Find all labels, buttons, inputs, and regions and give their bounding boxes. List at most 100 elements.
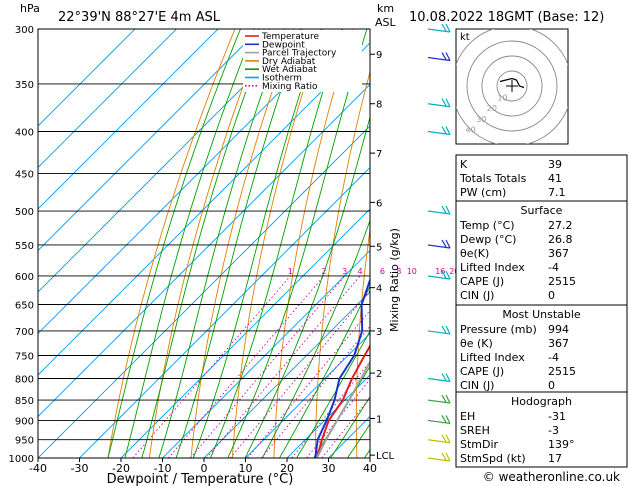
wet-adiabat-line (192, 29, 322, 458)
legend-label: Parcel Trajectory (262, 49, 337, 59)
wind-barb (427, 434, 451, 444)
index-label: StmDir (460, 438, 499, 451)
wet-adiabat-line (330, 395, 370, 458)
temperature-tick-label: -10 (154, 462, 172, 475)
mixing-ratio-line (168, 275, 325, 458)
legend-background (243, 30, 362, 92)
index-label: StmSpd (kt) (460, 452, 526, 465)
wet-adiabat-line (210, 29, 344, 458)
wind-barb-flag (441, 452, 447, 461)
hodograph-ring-label: 30 (476, 115, 486, 124)
x-axis-label: Dewpoint / Temperature (°C) (107, 472, 294, 486)
pressure-tick-label: 650 (15, 301, 34, 312)
wind-barb-flag (441, 126, 447, 134)
background-lines (38, 29, 370, 458)
wind-barb-flag (445, 373, 451, 382)
pressure-tick-label: 950 (15, 436, 34, 447)
hpa-unit-label: hPa (20, 2, 40, 15)
index-value: 17 (548, 452, 562, 465)
index-value: 367 (548, 247, 569, 260)
mixing-ratio-label: 20 (449, 267, 459, 276)
temperature-tick-label: -40 (29, 462, 47, 475)
index-label: θe (K) (460, 337, 493, 350)
pressure-tick-label: 400 (15, 128, 34, 139)
wet-adiabat-line (227, 29, 368, 458)
location-title: 22°39'N 88°27'E 4m ASL (58, 10, 221, 25)
wind-barb-shaft (427, 275, 451, 280)
wet-adiabat-line (107, 29, 241, 458)
section-title: Hodograph (511, 395, 572, 408)
index-value: 7.1 (548, 186, 566, 199)
section-title: Most Unstable (502, 308, 581, 321)
mixing-ratio-label: 8 (396, 267, 401, 276)
index-label: CIN (J) (460, 289, 494, 302)
mixing-ratio-label: 16 (435, 267, 445, 276)
mixing-ratio-line (247, 309, 370, 458)
pressure-tick-label: 800 (15, 375, 34, 386)
legend-label: Isotherm (262, 74, 302, 84)
mixing-ratio-label: 4 (357, 267, 362, 276)
height-tick-label: 7 (376, 149, 382, 160)
wet-adiabat-line (296, 330, 370, 458)
wind-barb-flag (441, 98, 447, 107)
index-label: Totals Totals (459, 172, 527, 185)
index-label: Dewp (°C) (460, 233, 516, 246)
indices-table: K 39 Totals Totals 41 PW (cm) 7.1 Surface Temp … (455, 154, 628, 468)
axes: 3003504004505005506006507007508008509009… (9, 25, 395, 475)
legend-label: Mixing Ratio (262, 82, 318, 92)
index-value: 2515 (548, 365, 576, 378)
index-label: CAPE (J) (460, 365, 504, 378)
isotherm-line (327, 415, 370, 458)
pressure-tick-label: 1000 (9, 454, 34, 465)
wind-barb-shaft (427, 103, 451, 108)
temperature-tick-label: 40 (363, 462, 377, 475)
wind-barb (427, 239, 451, 249)
pressure-tick-label: 450 (15, 170, 34, 181)
height-tick-label: 8 (376, 100, 382, 111)
index-label: PW (cm) (460, 186, 506, 199)
isotherm-line (78, 166, 370, 458)
credit-text: © weatheronline.co.uk (483, 470, 620, 484)
dry-adiabat-line (314, 70, 370, 458)
hodograph-ring (481, 55, 543, 117)
datetime-title: 10.08.2022 18GMT (Base: 12) (409, 10, 604, 25)
legend-label: Temperature (261, 32, 319, 42)
height-tick-label: 9 (376, 50, 382, 61)
height-tick-label: 3 (376, 327, 382, 338)
dry-adiabat-line (190, 29, 295, 458)
series-line-dewpoint (314, 277, 370, 458)
indices-most-unstable-box (455, 304, 628, 393)
wind-barb-flag (441, 239, 447, 248)
temperature-tick-label: -30 (71, 462, 89, 475)
index-value: 0 (548, 379, 555, 392)
index-label: SREH (460, 424, 490, 437)
wind-barbs (427, 23, 451, 462)
wind-barb-flag (445, 23, 451, 33)
wind-barb (427, 205, 451, 215)
isotherm-line (38, 29, 178, 169)
index-label: θe(K) (460, 247, 489, 260)
dry-adiabat-line (355, 226, 370, 458)
wind-barb (427, 270, 451, 280)
wet-adiabat-line (124, 29, 255, 458)
isotherm-line (38, 29, 261, 252)
pressure-tick-label: 750 (15, 352, 34, 363)
mixing-ratio-line (206, 275, 361, 458)
wind-barb-flag (445, 325, 451, 335)
hodograph-ring (496, 70, 528, 102)
pressure-tick-label: 550 (15, 241, 34, 252)
wind-barb (427, 52, 451, 62)
wind-barb-flag (441, 52, 447, 60)
mixing-ratio-label: 10 (407, 267, 417, 276)
wind-barb (427, 23, 451, 33)
dry-adiabat-line (273, 29, 354, 458)
height-tick-label: LCL (376, 451, 395, 462)
wet-adiabat-line (261, 219, 370, 458)
temperature-tick-label: 0 (201, 462, 208, 475)
index-label: Temp (°C) (459, 219, 515, 232)
wind-barb-shaft (427, 399, 451, 404)
wind-barb (427, 415, 451, 425)
wind-barb-flag (445, 205, 451, 215)
index-value: 367 (548, 337, 569, 350)
